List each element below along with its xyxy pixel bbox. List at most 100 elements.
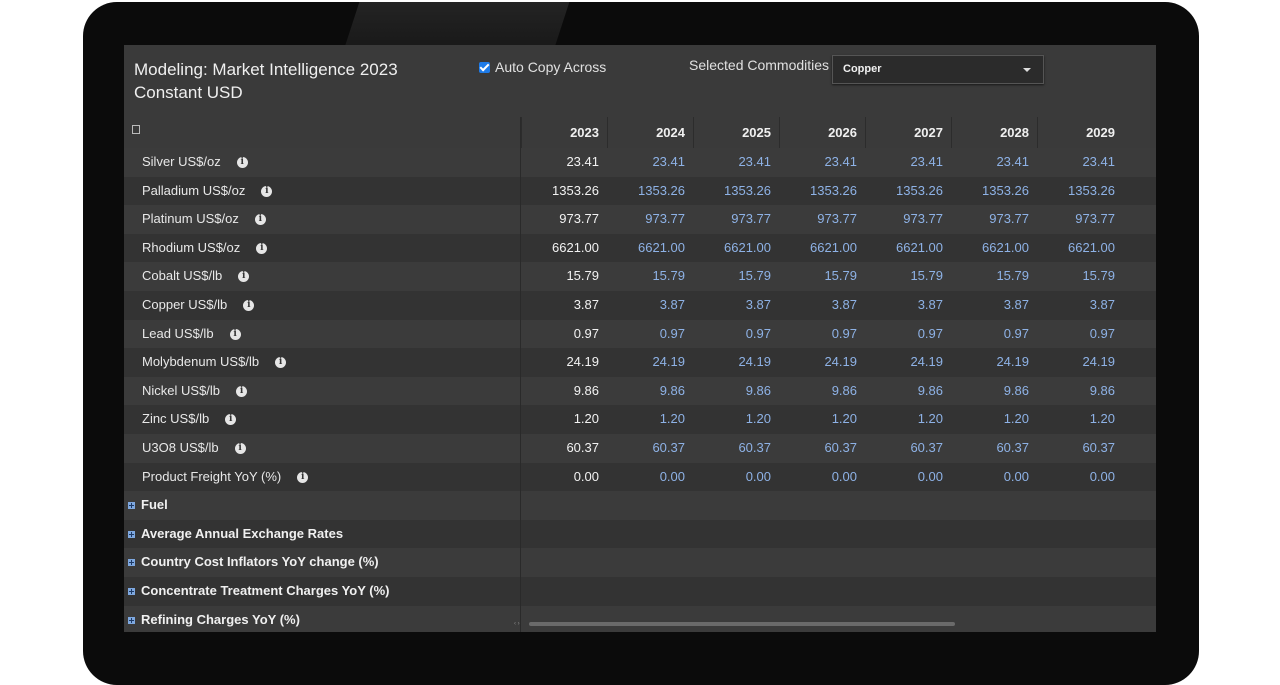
projected-value-cell[interactable]: 3.87 [659,297,685,312]
projected-value-cell[interactable]: 0.97 [1003,325,1029,341]
projected-value-cell[interactable]: 0.00 [659,468,685,484]
info-icon[interactable]: i [275,357,287,369]
projected-value-cell[interactable]: 1353.26 [810,182,857,198]
projected-value-cell[interactable]: 9.86 [745,382,771,398]
projected-value-cell[interactable]: 24.19 [738,354,771,370]
group-label[interactable]: Country Cost Inflators YoY change (%) [128,548,379,576]
commodity-dropdown[interactable]: Copper [832,55,1044,84]
plus-square-icon[interactable] [128,588,135,596]
projected-value-cell[interactable]: 60.37 [824,440,857,455]
projected-value-cell[interactable]: 1353.26 [724,182,771,198]
projected-value-cell[interactable]: 3.87 [745,297,771,312]
projected-value-cell[interactable]: 0.97 [917,325,943,341]
base-value-cell[interactable]: 3.87 [573,297,599,312]
projected-value-cell[interactable]: 6621.00 [638,239,685,255]
projected-value-cell[interactable]: 6621.00 [982,239,1029,255]
base-value-cell[interactable]: 9.86 [573,382,599,398]
base-value-cell[interactable]: 1353.26 [552,182,599,198]
projected-value-cell[interactable]: 973.77 [817,211,857,227]
group-row[interactable]: Country Cost Inflators YoY change (%) [124,548,1156,577]
projected-value-cell[interactable]: 15.79 [824,268,857,284]
projected-value-cell[interactable]: 1.20 [745,411,771,427]
plus-square-icon[interactable] [128,502,135,510]
projected-value-cell[interactable]: 23.41 [910,154,943,169]
projected-value-cell[interactable]: 23.41 [824,154,857,169]
projected-value-cell[interactable]: 0.00 [1003,468,1029,484]
base-value-cell[interactable]: 60.37 [566,440,599,455]
info-icon[interactable]: i [297,471,309,483]
projected-value-cell[interactable]: 1.20 [659,411,685,427]
projected-value-cell[interactable]: 23.41 [1082,154,1115,169]
base-value-cell[interactable]: 1.20 [573,411,599,427]
plus-square-icon[interactable] [128,616,135,624]
projected-value-cell[interactable]: 3.87 [1089,297,1115,312]
projected-value-cell[interactable]: 15.79 [910,268,943,284]
group-row[interactable]: Average Annual Exchange Rates [124,519,1156,549]
projected-value-cell[interactable]: 15.79 [652,268,685,284]
projected-value-cell[interactable]: 15.79 [1082,268,1115,284]
projected-value-cell[interactable]: 973.77 [1075,211,1115,227]
projected-value-cell[interactable]: 1.20 [917,411,943,427]
projected-value-cell[interactable]: 9.86 [1003,382,1029,398]
projected-value-cell[interactable]: 973.77 [645,211,685,227]
projected-value-cell[interactable]: 60.37 [1082,440,1115,455]
info-icon[interactable]: i [261,185,273,197]
projected-value-cell[interactable]: 3.87 [1003,297,1029,312]
projected-value-cell[interactable]: 3.87 [917,297,943,312]
projected-value-cell[interactable]: 9.86 [659,382,685,398]
info-icon[interactable]: i [236,385,248,397]
projected-value-cell[interactable]: 973.77 [989,211,1029,227]
projected-value-cell[interactable]: 0.00 [1089,468,1115,484]
projected-value-cell[interactable]: 24.19 [652,354,685,370]
projected-value-cell[interactable]: 0.97 [745,325,771,341]
plus-square-icon[interactable] [128,559,135,567]
projected-value-cell[interactable]: 1.20 [831,411,857,427]
base-value-cell[interactable]: 15.79 [566,268,599,284]
projected-value-cell[interactable]: 60.37 [910,440,943,455]
projected-value-cell[interactable]: 9.86 [1089,382,1115,398]
group-row[interactable]: Refining Charges YoY (%) [124,605,1156,632]
projected-value-cell[interactable]: 9.86 [917,382,943,398]
projected-value-cell[interactable]: 9.86 [831,382,857,398]
group-row[interactable]: Fuel [124,491,1156,520]
base-value-cell[interactable]: 0.97 [573,325,599,341]
auto-copy-checkbox[interactable] [479,61,490,73]
projected-value-cell[interactable]: 0.97 [831,325,857,341]
projected-value-cell[interactable]: 60.37 [996,440,1029,455]
group-label[interactable]: Concentrate Treatment Charges YoY (%) [128,577,390,605]
projected-value-cell[interactable]: 60.37 [652,440,685,455]
projected-value-cell[interactable]: 1353.26 [638,182,685,198]
projected-value-cell[interactable]: 24.19 [996,354,1029,370]
group-label[interactable]: Average Annual Exchange Rates [128,520,343,548]
group-row[interactable]: Concentrate Treatment Charges YoY (%) [124,577,1156,606]
base-value-cell[interactable]: 24.19 [566,354,599,370]
projected-value-cell[interactable]: 973.77 [903,211,943,227]
projected-value-cell[interactable]: 1353.26 [1068,182,1115,198]
scroll-arrows[interactable]: ‹ › [514,621,520,627]
plus-square-icon[interactable] [128,530,135,538]
info-icon[interactable]: i [236,157,248,169]
projected-value-cell[interactable]: 0.97 [1089,325,1115,341]
group-label[interactable]: Fuel [128,491,168,519]
base-value-cell[interactable]: 23.41 [566,154,599,169]
projected-value-cell[interactable]: 1353.26 [982,182,1029,198]
base-value-cell[interactable]: 6621.00 [552,239,599,255]
projected-value-cell[interactable]: 1.20 [1003,411,1029,427]
info-icon[interactable]: i [229,328,241,340]
projected-value-cell[interactable]: 23.41 [738,154,771,169]
info-icon[interactable]: i [225,414,237,426]
projected-value-cell[interactable]: 973.77 [731,211,771,227]
auto-copy-toggle[interactable]: Auto Copy Across [479,59,606,75]
projected-value-cell[interactable]: 1.20 [1089,411,1115,427]
projected-value-cell[interactable]: 60.37 [738,440,771,455]
projected-value-cell[interactable]: 15.79 [996,268,1029,284]
base-value-cell[interactable]: 0.00 [573,468,599,484]
projected-value-cell[interactable]: 6621.00 [1068,239,1115,255]
projected-value-cell[interactable]: 0.00 [831,468,857,484]
projected-value-cell[interactable]: 6621.00 [724,239,771,255]
projected-value-cell[interactable]: 0.00 [917,468,943,484]
info-icon[interactable]: i [243,300,255,312]
horizontal-scrollbar[interactable] [529,622,955,626]
projected-value-cell[interactable]: 15.79 [738,268,771,284]
projected-value-cell[interactable]: 0.97 [659,325,685,341]
